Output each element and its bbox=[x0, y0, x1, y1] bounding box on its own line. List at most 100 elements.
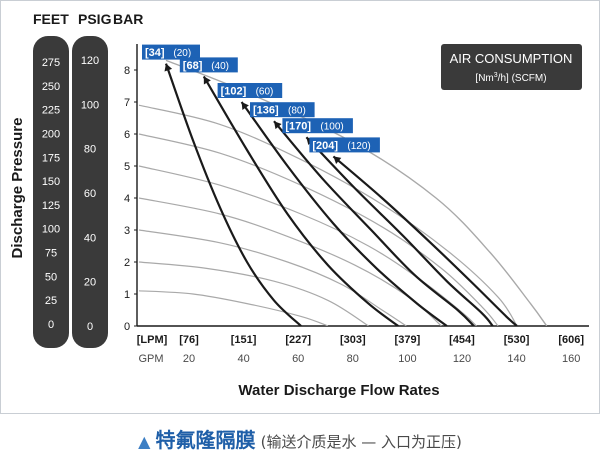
efficiency-curve bbox=[138, 104, 518, 326]
figure-caption: ▲ 特氟隆隔膜 (输送介质是水 — 入口为正压) bbox=[0, 424, 600, 453]
x-tick-lpm: [530] bbox=[504, 334, 530, 346]
curve-label-nm3h: [68] bbox=[183, 60, 203, 72]
feet-header: FEET bbox=[33, 11, 69, 27]
bar-tick-label: 5 bbox=[124, 161, 130, 173]
feet-tick-label: 275 bbox=[42, 57, 60, 69]
efficiency-curve bbox=[138, 133, 499, 326]
legend-unit-sup: 3 bbox=[494, 72, 498, 79]
x-tick-lpm: [LPM] bbox=[137, 334, 168, 346]
psig-tick-label: 20 bbox=[84, 277, 96, 289]
curve-label-scfm: (40) bbox=[211, 61, 229, 72]
performance-chart: FEET PSIG BAR Discharge Pressure 2752502… bbox=[9, 11, 589, 399]
envelope-curve bbox=[165, 59, 548, 326]
x-tick-lpm: [151] bbox=[231, 334, 257, 346]
legend-unit-suffix: /h] (SCFM) bbox=[498, 73, 547, 84]
x-tick-gpm: 60 bbox=[292, 353, 304, 365]
curve-label-box bbox=[282, 118, 353, 134]
curve-label-nm3h: [102] bbox=[221, 86, 247, 98]
curve-label-box bbox=[309, 137, 380, 153]
curve-label-nm3h: [136] bbox=[253, 105, 279, 117]
bar-tick-label: 6 bbox=[124, 129, 130, 141]
caption-title: 特氟隆隔膜 bbox=[155, 428, 256, 452]
curve-label-scfm: (20) bbox=[173, 48, 191, 59]
feet-tick-label: 100 bbox=[42, 224, 60, 236]
x-tick-lpm: [227] bbox=[285, 334, 311, 346]
x-tick-gpm: 40 bbox=[237, 353, 249, 365]
psig-tick-label: 40 bbox=[84, 232, 96, 244]
x-tick-lpm: [606] bbox=[558, 334, 584, 346]
bar-tick-label: 0 bbox=[124, 321, 130, 333]
bar-tick-label: 4 bbox=[124, 193, 130, 205]
bar-header: BAR bbox=[113, 11, 143, 27]
feet-tick-label: 175 bbox=[42, 152, 60, 164]
feet-scale-bar bbox=[33, 36, 69, 348]
curve-label-nm3h: [170] bbox=[285, 121, 311, 133]
air-consumption-legend: AIR CONSUMPTION [Nm3/h] (SCFM) bbox=[441, 44, 582, 90]
curve-arrowhead bbox=[274, 121, 282, 130]
psig-tick-label: 120 bbox=[81, 55, 99, 67]
curve-label-box bbox=[250, 102, 315, 118]
y-axis-label: Discharge Pressure bbox=[9, 118, 26, 259]
x-tick-gpm: 140 bbox=[507, 353, 525, 365]
psig-header: PSIG bbox=[78, 11, 112, 27]
x-tick-lpm: [303] bbox=[340, 334, 366, 346]
feet-tick-label: 200 bbox=[42, 129, 60, 141]
x-tick-gpm: 80 bbox=[347, 353, 359, 365]
air-consumption-curve bbox=[240, 101, 448, 326]
feet-tick-label: 50 bbox=[45, 271, 57, 283]
x-tick-lpm: [379] bbox=[395, 334, 421, 346]
triangle-icon: ▲ bbox=[138, 432, 151, 451]
curve-label-nm3h: [204] bbox=[312, 140, 338, 152]
bar-tick-label: 2 bbox=[124, 257, 130, 269]
psig-tick-label: 60 bbox=[84, 188, 96, 200]
x-tick-gpm: 120 bbox=[453, 353, 471, 365]
air-consumption-curve bbox=[202, 75, 399, 326]
legend-unit: [Nm3/h] (SCFM) bbox=[475, 72, 546, 84]
curve-label-box bbox=[217, 83, 283, 98]
legend-title: AIR CONSUMPTION bbox=[450, 51, 573, 66]
efficiency-curve bbox=[138, 229, 407, 326]
air-consumption-curve bbox=[305, 136, 494, 326]
curve-label-box bbox=[179, 57, 238, 73]
curve-label-nm3h: [34] bbox=[145, 47, 165, 59]
feet-tick-label: 150 bbox=[42, 176, 60, 188]
x-tick-lpm: [454] bbox=[449, 334, 475, 346]
curve-arrowhead bbox=[241, 102, 249, 110]
x-tick-gpm: GPM bbox=[138, 353, 163, 365]
feet-tick-label: 75 bbox=[45, 248, 57, 260]
curve-label-scfm: (100) bbox=[320, 122, 343, 133]
x-tick-gpm: 100 bbox=[398, 353, 416, 365]
feet-tick-label: 250 bbox=[42, 81, 60, 93]
curve-label-scfm: (60) bbox=[256, 87, 274, 98]
curve-arrowhead bbox=[164, 63, 173, 72]
x-tick-gpm: 20 bbox=[183, 353, 195, 365]
air-consumption-curve bbox=[332, 155, 518, 326]
air-consumption-curve bbox=[164, 63, 302, 326]
feet-tick-label: 25 bbox=[45, 295, 57, 307]
x-tick-lpm: [76] bbox=[179, 334, 199, 346]
bar-tick-label: 1 bbox=[124, 289, 130, 301]
air-consumption-curve bbox=[273, 120, 475, 326]
psig-scale-bar bbox=[72, 36, 108, 348]
psig-tick-label: 80 bbox=[84, 144, 96, 156]
curve-label-scfm: (80) bbox=[288, 106, 306, 117]
feet-tick-label: 0 bbox=[48, 319, 54, 331]
psig-tick-label: 100 bbox=[81, 99, 99, 111]
curve-label-box bbox=[142, 44, 200, 60]
curve-arrowhead bbox=[333, 156, 342, 164]
feet-tick-label: 125 bbox=[42, 200, 60, 212]
legend-box bbox=[441, 44, 582, 90]
legend-unit-prefix: [Nm bbox=[475, 73, 493, 84]
bar-tick-label: 3 bbox=[124, 225, 130, 237]
efficiency-curve bbox=[138, 165, 477, 326]
efficiency-curve bbox=[138, 261, 369, 326]
psig-tick-label: 0 bbox=[87, 321, 93, 333]
caption-subtitle: (输送介质是水 — 入口为正压) bbox=[260, 433, 462, 451]
x-tick-gpm: 160 bbox=[562, 353, 580, 365]
bar-tick-label: 8 bbox=[124, 65, 130, 77]
efficiency-curve bbox=[138, 290, 329, 326]
bar-tick-label: 7 bbox=[124, 97, 130, 109]
curve-arrowhead bbox=[203, 76, 211, 85]
curve-label-scfm: (120) bbox=[347, 141, 370, 152]
x-axis-label: Water Discharge Flow Rates bbox=[238, 382, 439, 399]
